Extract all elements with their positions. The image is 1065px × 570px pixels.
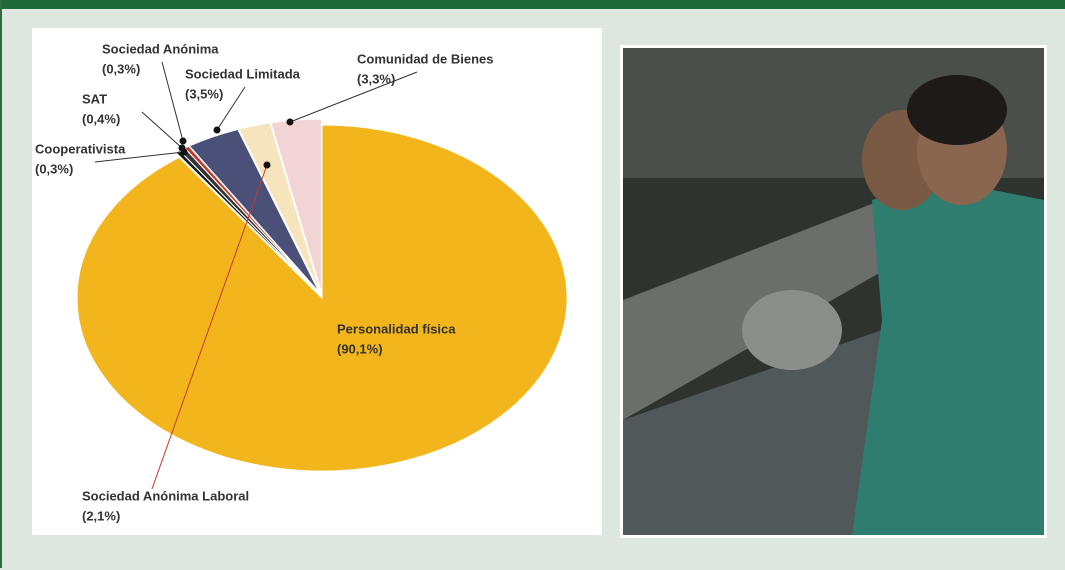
slice-value-label: (3,3%): [357, 71, 395, 86]
leader-dot: [179, 137, 187, 145]
slice-label: Personalidad física: [337, 321, 456, 336]
slice-label: Comunidad de Bienes: [357, 51, 494, 66]
leader-dot: [178, 144, 186, 152]
slice-label: Sociedad Anónima Laboral: [82, 488, 249, 503]
pie-slice: [188, 128, 320, 293]
leader-line: [151, 164, 268, 490]
leader-line: [161, 61, 184, 142]
slice-value-label: (0,4%): [82, 111, 120, 126]
slice-label: Sociedad Limitada: [185, 66, 301, 81]
pie-chart: Personalidad física (90,1%) Cooperativista…: [35, 41, 568, 523]
leader-line: [94, 151, 185, 163]
leader-line: [289, 71, 418, 123]
leader-line: [141, 111, 183, 149]
pie-slice: [238, 122, 321, 293]
slice-label: SAT: [82, 91, 107, 106]
slice-value-label: (0,3%): [102, 61, 140, 76]
leader-dot: [263, 161, 271, 169]
slice-label: Sociedad Anónima: [102, 41, 219, 56]
slice-value-label: (0,3%): [35, 161, 73, 176]
leader-line: [216, 86, 246, 131]
header-band: [2, 0, 1065, 9]
leader-dot: [213, 126, 221, 134]
slice-value-label: (90,1%): [337, 341, 383, 356]
slice-value-label: (3,5%): [185, 86, 223, 101]
slice-label: Cooperativista: [35, 141, 126, 156]
leader-dot: [286, 118, 294, 126]
slice-value-label: (2,1%): [82, 508, 120, 523]
photo: [620, 45, 1047, 538]
pie-slice: [76, 124, 568, 472]
